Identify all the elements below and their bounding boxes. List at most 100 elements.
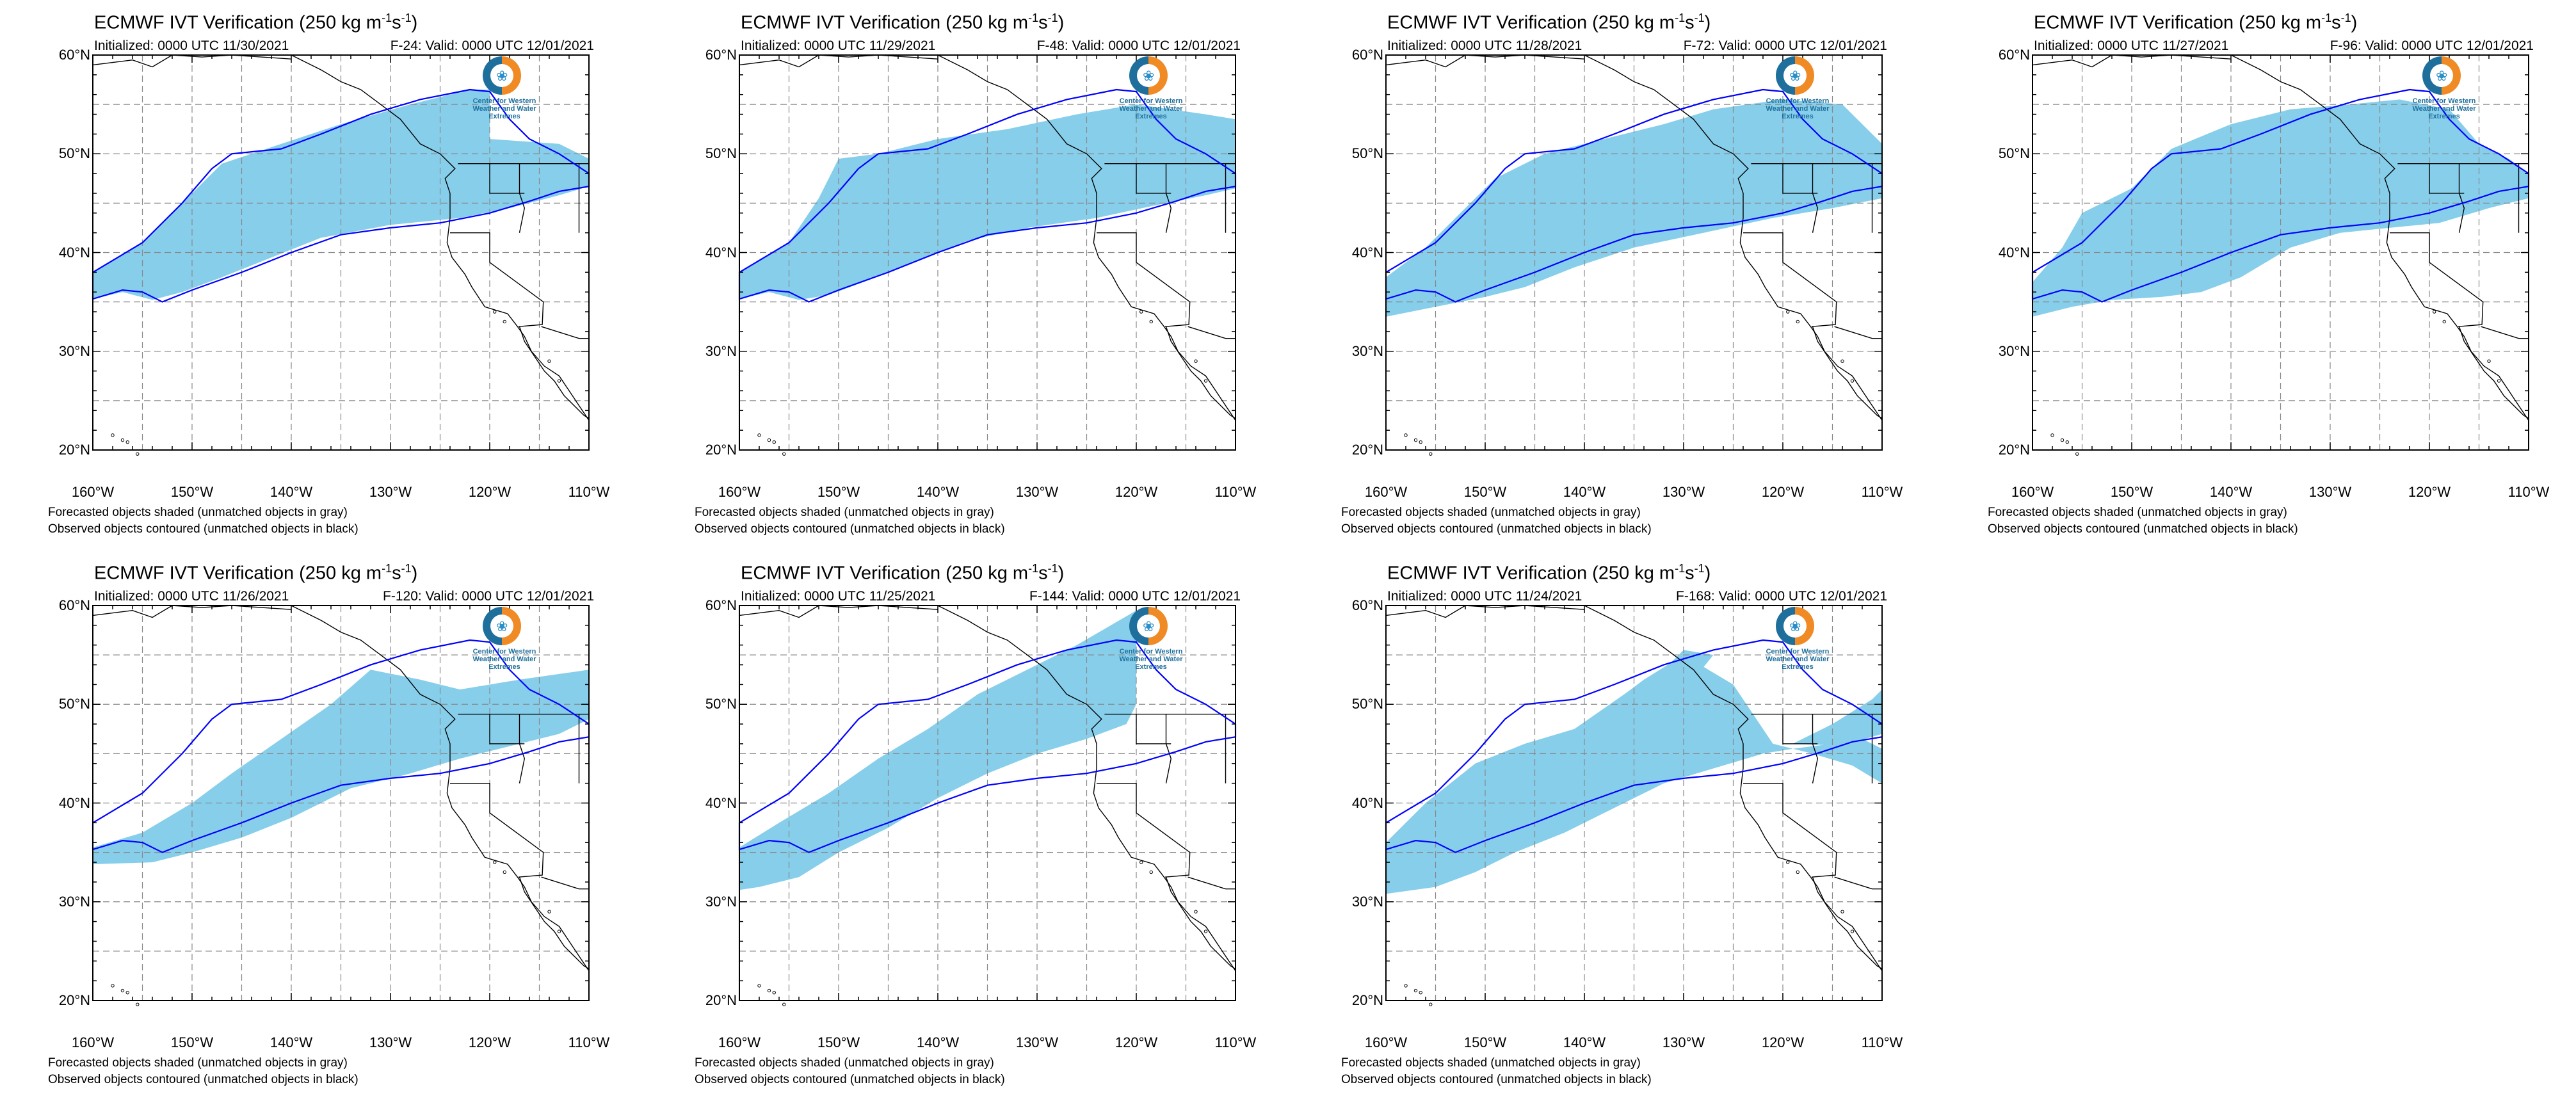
island (1413, 438, 1418, 442)
title-superscript: -1 (2321, 12, 2332, 24)
political-border (450, 232, 544, 327)
map-plot (92, 605, 590, 1006)
political-border (1097, 783, 1191, 878)
coastline (739, 54, 938, 68)
political-border (541, 876, 589, 890)
coastline (519, 326, 590, 419)
map-plot (2031, 54, 2530, 456)
coastline (739, 605, 938, 618)
initialized-label: Initialized: 0000 UTC 11/27/2021 (2034, 38, 2229, 53)
longitude-label: 130°W (369, 1034, 412, 1050)
valid-time-label: F-168: Valid: 0000 UTC 12/01/2021 (1676, 589, 1887, 604)
title-text: ECMWF IVT Verification (250 kg m (94, 12, 382, 33)
panel-title: ECMWF IVT Verification (250 kg m-1s-1) (741, 12, 1064, 34)
island (503, 319, 506, 324)
political-border (1187, 326, 1236, 339)
political-border (2390, 232, 2484, 327)
footer-forecast-note: Forecasted objects shaded (unmatched obj… (1341, 1056, 1641, 1070)
political-border (1782, 714, 1818, 744)
valid-time-label: F-72: Valid: 0000 UTC 12/01/2021 (1683, 38, 1887, 53)
island (136, 452, 140, 456)
footer-forecast-note: Forecasted objects shaded (unmatched obj… (1988, 506, 2287, 519)
cw3e-logo: ❀ Center for Western Weather and Water Ex… (2401, 56, 2488, 133)
longitude-label: 110°W (1214, 484, 1257, 500)
political-border (1097, 232, 1191, 327)
longitude-label: 150°W (2110, 484, 2153, 500)
latitude-label: 30°N (705, 342, 737, 359)
island (772, 440, 776, 444)
island (782, 452, 786, 456)
latitude-label: 60°N (1998, 47, 2030, 63)
logo-text: Center for Western Weather and Water Ext… (2412, 97, 2476, 120)
title-superscript: -1 (401, 562, 412, 575)
longitude-label: 160°W (71, 1034, 115, 1050)
longitude-label: 110°W (2508, 484, 2550, 500)
latitude-label: 50°N (58, 696, 90, 712)
coastline (937, 605, 1236, 972)
longitude-label: 110°W (568, 484, 610, 500)
initialized-label: Initialized: 0000 UTC 11/29/2021 (741, 38, 936, 53)
island (2050, 433, 2054, 437)
map-plot (92, 54, 590, 456)
latitude-label: 40°N (1351, 794, 1383, 811)
longitude-label: 150°W (817, 1034, 860, 1050)
panel-title: ECMWF IVT Verification (250 kg m-1s-1) (1387, 12, 1711, 34)
logo-ring-icon (1129, 607, 1168, 645)
logo-text: Center for Western Weather and Water Ext… (472, 97, 536, 120)
island (1404, 433, 1408, 437)
political-border (2481, 326, 2529, 339)
forecast-panel: ECMWF IVT Verification (250 kg m-1s-1) In… (1341, 550, 2000, 1101)
island (2497, 379, 2501, 383)
title-superscript: -1 (1675, 562, 1686, 575)
longitude-label: 120°W (1761, 1034, 1805, 1050)
island (1413, 988, 1418, 993)
water-drop-icon: ❀ (1143, 68, 1155, 84)
title-text-mid: s (1685, 563, 1695, 584)
latitude-label: 60°N (1351, 47, 1383, 63)
longitude-label: 140°W (1563, 484, 1606, 500)
logo-ring-icon (2422, 56, 2461, 95)
forecast-object (1792, 689, 1882, 746)
logo-ring-icon (1129, 56, 1168, 95)
coastline (1165, 876, 1236, 970)
title-text: ECMWF IVT Verification (250 kg m (741, 563, 1029, 584)
forecast-panel: ECMWF IVT Verification (250 kg m-1s-1) In… (1341, 0, 2000, 550)
latitude-label: 40°N (58, 244, 90, 261)
panel-title: ECMWF IVT Verification (250 kg m-1s-1) (741, 562, 1064, 584)
cw3e-logo: ❀ Center for Western Weather and Water Ex… (1107, 56, 1195, 133)
footer-observed-note: Observed objects contoured (unmatched ob… (1988, 522, 2298, 536)
coastline (519, 876, 590, 970)
initialized-label: Initialized: 0000 UTC 11/24/2021 (1387, 589, 1582, 604)
latitude-label: 20°N (1351, 992, 1383, 1008)
forecast-object (1644, 650, 1714, 690)
title-text: ECMWF IVT Verification (250 kg m (741, 12, 1029, 33)
title-text-end: ) (411, 12, 418, 33)
latitude-label: 50°N (1351, 696, 1383, 712)
island (1419, 440, 1422, 444)
water-drop-icon: ❀ (1789, 618, 1801, 634)
island (757, 984, 761, 988)
longitude-label: 130°W (1015, 484, 1059, 500)
latitude-label: 60°N (1351, 597, 1383, 613)
longitude-label: 140°W (270, 484, 313, 500)
island (1850, 929, 1855, 933)
latitude-label: 40°N (58, 794, 90, 811)
island (1840, 910, 1844, 913)
political-border (1782, 163, 1818, 194)
latitude-label: 20°N (705, 992, 737, 1008)
logo-ring-icon (483, 56, 521, 95)
logo-ring-icon (1776, 56, 1814, 95)
longitude-label: 160°W (718, 484, 761, 500)
island (1194, 359, 1198, 363)
longitude-label: 120°W (468, 1034, 511, 1050)
island (1786, 310, 1790, 314)
longitude-label: 150°W (817, 484, 860, 500)
political-border (1165, 163, 1172, 233)
island (2442, 319, 2446, 324)
longitude-label: 160°W (1364, 1034, 1408, 1050)
longitude-label: 130°W (1662, 1034, 1705, 1050)
cw3e-logo: ❀ Center for Western Weather and Water Ex… (1754, 56, 1841, 133)
coastline (2032, 54, 2232, 68)
title-superscript: -1 (1047, 12, 1058, 24)
logo-text: Center for Western Weather and Water Ext… (1119, 97, 1183, 120)
